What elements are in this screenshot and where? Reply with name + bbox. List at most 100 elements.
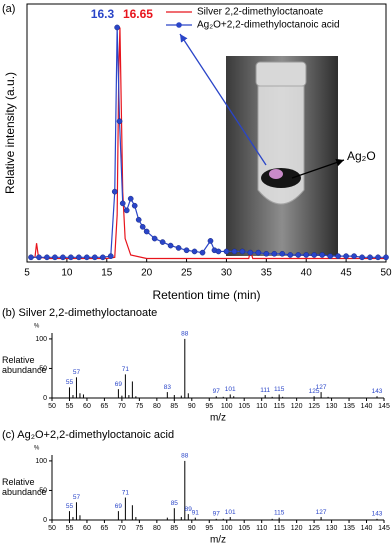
x-tick-label: 60	[83, 525, 91, 532]
x-tick-label: 115	[274, 403, 285, 410]
peak-label: 111	[260, 387, 270, 394]
x-tick-label: 30	[221, 268, 233, 279]
x-tick-label: 130	[326, 403, 338, 410]
panel-label: (a)	[2, 3, 15, 15]
data-point	[175, 245, 182, 251]
data-point	[335, 253, 341, 259]
data-point	[287, 252, 294, 258]
x-tick-label: 85	[170, 525, 178, 532]
data-point	[295, 252, 302, 258]
x-tick-label: 130	[326, 525, 338, 532]
y-tick-label: 0	[43, 517, 47, 524]
peak-label: 101	[225, 386, 236, 393]
y-tick-label: 100	[35, 336, 47, 343]
x-tick-label: 90	[188, 403, 196, 410]
data-point	[375, 254, 381, 261]
x-axis-label: m/z	[210, 535, 226, 545]
data-point	[143, 228, 150, 235]
y-tick-label: 50	[39, 487, 47, 494]
x-tick-label: 145	[378, 403, 390, 410]
x-tick-label: 125	[308, 403, 320, 410]
data-point	[52, 254, 58, 261]
panel-title: (b) Silver 2,2-dimethyloctanoate	[2, 307, 157, 319]
peak-label: 16.65	[123, 7, 153, 21]
data-point	[83, 254, 90, 261]
y-axis-label: Relative	[2, 477, 35, 487]
x-tick-label: 40	[301, 268, 313, 279]
data-point	[114, 24, 120, 31]
x-tick-label: 110	[256, 525, 267, 532]
x-tick-label: 55	[66, 403, 74, 410]
data-point	[343, 253, 349, 259]
data-point	[99, 254, 106, 261]
x-tick-label: 80	[153, 403, 161, 410]
data-point	[319, 252, 326, 258]
x-tick-label: 70	[118, 525, 126, 532]
x-tick-label: 20	[141, 268, 153, 279]
peak-label: 97	[213, 388, 221, 395]
peak-label: 83	[164, 384, 172, 391]
peak-label: 101	[225, 509, 236, 516]
data-point	[151, 235, 158, 242]
x-axis-label: m/z	[210, 413, 226, 424]
y-tick-label: 0	[43, 395, 47, 402]
x-tick-label: 65	[101, 403, 109, 410]
x-tick-label: 75	[135, 525, 143, 532]
x-tick-label: 50	[48, 525, 56, 532]
y-unit: %	[34, 446, 40, 452]
legend-marker	[176, 22, 182, 28]
peak-label: 57	[73, 369, 81, 376]
data-point	[247, 249, 254, 256]
x-tick-label: 60	[83, 403, 91, 410]
x-tick-label: 25	[181, 268, 193, 279]
inset-photo	[226, 56, 338, 256]
data-point	[279, 250, 286, 257]
data-line	[30, 27, 386, 258]
peak-label: 97	[213, 511, 221, 518]
arrow	[179, 33, 267, 166]
data-point	[91, 254, 98, 261]
data-point	[159, 239, 166, 245]
x-tick-label: 120	[291, 525, 303, 532]
peak-label: 69	[115, 381, 123, 388]
peak-label: 69	[115, 503, 123, 510]
data-point	[107, 253, 114, 259]
x-tick-label: 70	[118, 403, 126, 410]
x-tick-label: 100	[221, 403, 233, 410]
peak-label: 125	[309, 388, 320, 395]
x-tick-label: 140	[361, 403, 373, 410]
x-tick-label: 105	[238, 403, 250, 410]
data-point	[327, 253, 334, 259]
peak-label: 71	[122, 366, 130, 373]
x-tick-label: 75	[135, 403, 143, 410]
x-axis-label: Retention time (min)	[152, 288, 260, 302]
x-tick-label: 80	[153, 525, 161, 532]
data-point	[119, 200, 126, 207]
data-point	[36, 254, 42, 261]
panel-title: (c) Ag₂O+2,2-dimethyloctanoic acid	[2, 429, 174, 441]
arrow	[291, 158, 345, 179]
x-tick-label: 95	[205, 403, 213, 410]
y-tick-label: 50	[39, 365, 47, 372]
peak-label: 71	[122, 489, 130, 496]
data-point	[359, 254, 365, 261]
peak-label: 115	[274, 509, 285, 516]
data-point	[28, 254, 34, 261]
data-point	[191, 248, 198, 255]
x-tick-label: 105	[238, 525, 250, 532]
data-point	[131, 202, 138, 209]
data-point	[223, 248, 230, 255]
x-tick-label: 90	[188, 525, 196, 532]
peak-label: 88	[181, 453, 189, 460]
x-tick-label: 95	[205, 525, 213, 532]
data-point	[60, 254, 66, 261]
data-point	[239, 248, 246, 255]
x-tick-label: 115	[274, 525, 285, 532]
data-point	[76, 254, 82, 261]
x-tick-label: 45	[341, 268, 353, 279]
legend-label: Silver 2,2-dimethyloctanoate	[197, 7, 324, 18]
data-point	[367, 254, 373, 261]
peak-label: 88	[181, 331, 189, 338]
